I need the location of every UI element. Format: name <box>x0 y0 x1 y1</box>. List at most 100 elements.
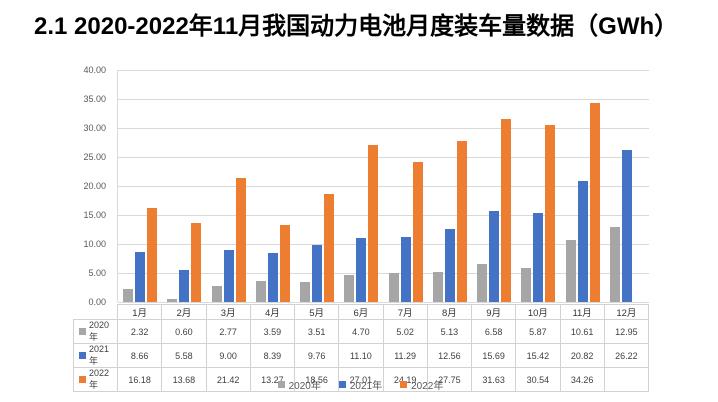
series-swatch-icon <box>79 352 86 359</box>
table-value-2021年-12月: 26.22 <box>603 343 650 368</box>
table-value-2022年-7月: 24.19 <box>382 367 428 392</box>
bar-2021年-11月 <box>577 181 588 302</box>
gridline <box>118 99 649 100</box>
table-value-2021年-6月: 11.10 <box>338 343 384 368</box>
bar-2020年-6月 <box>344 274 355 302</box>
gridline <box>118 273 649 274</box>
table-value-2021年-5月: 9.76 <box>293 343 340 368</box>
y-tick-label: 5.00 <box>88 268 106 278</box>
table-value-2020年-6月: 4.70 <box>338 319 384 344</box>
legend-label: 2022年 <box>411 380 444 392</box>
gridline <box>118 128 649 129</box>
legend-item-2021年: 2021年 <box>338 377 382 392</box>
bar-group-12月 <box>605 70 649 302</box>
bar-2021年-9月 <box>489 211 500 302</box>
table-month-header: 7月 <box>382 304 428 320</box>
table-row-header: 2020年 <box>73 319 118 344</box>
bar-2022年-5月 <box>324 194 335 302</box>
bar-2020年-9月 <box>477 263 488 302</box>
table-value-2021年-9月: 15.69 <box>470 343 517 368</box>
gridline <box>118 302 649 303</box>
bar-group-1月 <box>118 70 162 302</box>
table-row-header: 2022年 <box>73 367 118 392</box>
legend-item-2022年: 2022年 <box>400 377 443 392</box>
table-value-2021年-7月: 11.29 <box>382 343 428 368</box>
bar-group-10月 <box>516 70 560 302</box>
gridline <box>118 70 649 71</box>
table-row-2022年: 2022年 16.18 13.68 21.42 13.27 18.56 27.01 24.19… <box>73 367 650 392</box>
gridline <box>118 186 649 187</box>
chart-legend: 2020年 2021年 2022年 <box>73 376 648 392</box>
table-month-header: 8月 <box>426 304 473 320</box>
table-row-2020年: 2020年 2.32 0.60 2.77 3.59 3.51 4.70 5.02 5.13 6.5… <box>73 319 650 344</box>
bar-2021年-8月 <box>444 229 455 302</box>
table-value-2021年-2月: 5.58 <box>161 343 207 368</box>
bar-2021年-2月 <box>179 269 190 302</box>
bar-group-4月 <box>251 70 295 302</box>
y-tick-label: 35.00 <box>83 94 106 104</box>
table-value-2020年-2月: 0.60 <box>161 319 207 344</box>
legend-label: 2020年 <box>288 380 321 392</box>
bar-2020年-11月 <box>565 240 576 302</box>
table-value-2022年-8月: 27.75 <box>426 367 473 392</box>
bar-group-11月 <box>561 70 605 302</box>
table-month-header-row: 1月 2月 3月 4月 5月 6月 7月 8月 9月 10月 11月 12月 <box>74 304 650 320</box>
y-tick-label: 25.00 <box>83 152 106 162</box>
table-month-header: 6月 <box>338 304 384 320</box>
bar-2022年-6月 <box>368 145 379 302</box>
table-month-header: 1月 <box>116 304 163 320</box>
bar-2021年-12月 <box>621 149 632 302</box>
bar-2021年-5月 <box>312 245 323 302</box>
bar-2021年-4月 <box>267 253 278 302</box>
bar-2020年-3月 <box>211 285 222 302</box>
bar-2022年-11月 <box>589 103 600 302</box>
table-corner-cell <box>74 305 118 320</box>
table-value-2021年-3月: 9.00 <box>205 343 251 368</box>
table-row-2021年: 2021年 8.66 5.58 9.00 8.39 9.76 11.10 11.29 12.56… <box>73 343 650 368</box>
y-tick-label: 40.00 <box>83 65 106 75</box>
table-value-2022年-12月 <box>603 367 650 392</box>
bar-2020年-8月 <box>432 272 443 302</box>
y-tick-label: 30.00 <box>83 123 106 133</box>
table-value-2020年-11月: 10.61 <box>559 319 605 344</box>
gridline <box>118 244 649 245</box>
table-value-2022年-2月: 13.68 <box>161 367 207 392</box>
table-month-header: 10月 <box>515 304 561 320</box>
y-tick-label: 10.00 <box>83 239 106 249</box>
table-month-header: 5月 <box>293 304 340 320</box>
bar-2020年-1月 <box>123 288 134 302</box>
table-value-2020年-4月: 3.59 <box>249 319 296 344</box>
table-month-header: 11月 <box>559 304 605 320</box>
bar-group-8月 <box>428 70 472 302</box>
bar-group-2月 <box>162 70 206 302</box>
bar-2021年-7月 <box>400 236 411 302</box>
bar-2020年-4月 <box>255 281 266 302</box>
table-month-header: 3月 <box>205 304 251 320</box>
series-name: 2020年 <box>89 320 110 343</box>
y-tick-label: 0.00 <box>88 297 106 307</box>
bar-2021年-3月 <box>223 249 234 302</box>
legend-swatch-icon <box>338 380 346 388</box>
bar-2022年-4月 <box>279 225 290 302</box>
bar-2022年-3月 <box>235 177 246 302</box>
table-value-2020年-8月: 5.13 <box>426 319 473 344</box>
table-value-2020年-3月: 2.77 <box>205 319 251 344</box>
y-tick-label: 15.00 <box>83 210 106 220</box>
series-name: 2022年 <box>89 368 110 391</box>
legend-swatch-icon <box>277 380 285 388</box>
bar-2020年-12月 <box>609 226 620 302</box>
series-swatch-icon <box>79 328 86 335</box>
y-tick-label: 20.00 <box>83 181 106 191</box>
bar-2020年-5月 <box>300 281 311 302</box>
table-value-2021年-10月: 15.42 <box>515 343 561 368</box>
table-value-2022年-4月: 13.27 <box>249 367 296 392</box>
data-table: 1月 2月 3月 4月 5月 6月 7月 8月 9月 10月 11月 12月 2020年 2.32 0.60… <box>73 304 650 392</box>
bar-2022年-2月 <box>191 222 202 302</box>
table-row-header: 2021年 <box>73 343 118 368</box>
bar-2022年-10月 <box>545 124 556 302</box>
table-value-2021年-11月: 20.82 <box>559 343 605 368</box>
bar-2021年-6月 <box>356 237 367 302</box>
gridline <box>118 157 649 158</box>
legend-item-2020年: 2020年 <box>277 377 321 392</box>
table-value-2020年-9月: 6.58 <box>470 319 517 344</box>
